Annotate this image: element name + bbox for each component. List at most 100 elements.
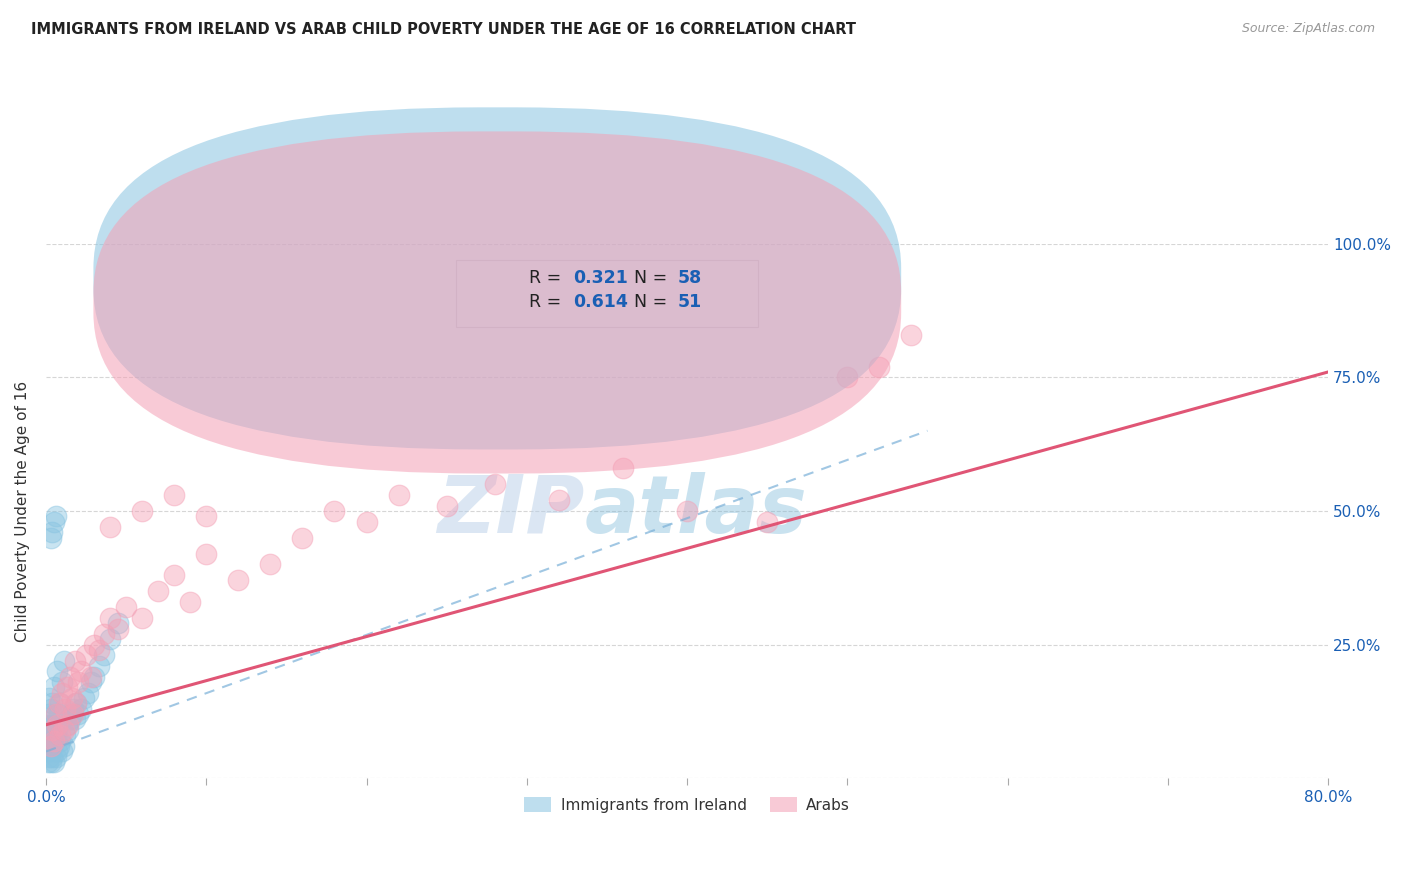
- Point: [41, 525, 63, 540]
- Point: [868, 359, 890, 374]
- Point: [66, 707, 89, 722]
- Point: [42, 733, 65, 747]
- Text: Source: ZipAtlas.com: Source: ZipAtlas.com: [1241, 22, 1375, 36]
- Point: [291, 531, 314, 545]
- Text: 0.321: 0.321: [572, 269, 628, 287]
- Point: [38, 691, 60, 706]
- Point: [63, 654, 86, 668]
- Point: [62, 702, 84, 716]
- Point: [80, 675, 103, 690]
- Point: [87, 659, 110, 673]
- Point: [59, 713, 82, 727]
- Point: [195, 509, 218, 524]
- Point: [39, 702, 62, 716]
- Point: [52, 739, 75, 753]
- Point: [37, 755, 59, 769]
- Point: [387, 488, 409, 502]
- Point: [107, 622, 129, 636]
- Point: [48, 739, 70, 753]
- Point: [83, 638, 105, 652]
- Point: [48, 707, 70, 722]
- Point: [65, 697, 87, 711]
- Legend: Immigrants from Ireland, Arabs: Immigrants from Ireland, Arabs: [517, 791, 856, 819]
- Point: [46, 744, 69, 758]
- Point: [45, 707, 67, 722]
- Point: [837, 370, 859, 384]
- Point: [41, 723, 63, 738]
- Point: [45, 509, 67, 524]
- Point: [42, 515, 65, 529]
- Point: [45, 749, 67, 764]
- Point: [42, 733, 65, 747]
- Point: [131, 504, 153, 518]
- Point: [39, 531, 62, 545]
- Point: [39, 718, 62, 732]
- Point: [356, 515, 378, 529]
- Point: [76, 686, 98, 700]
- Point: [107, 616, 129, 631]
- Point: [131, 611, 153, 625]
- Point: [39, 744, 62, 758]
- Point: [75, 648, 97, 663]
- Point: [676, 504, 699, 518]
- Point: [163, 568, 186, 582]
- Point: [60, 691, 83, 706]
- Point: [93, 648, 115, 663]
- Point: [38, 707, 60, 722]
- Point: [900, 327, 922, 342]
- Point: [70, 665, 93, 679]
- Point: [42, 718, 65, 732]
- Point: [56, 681, 79, 695]
- Point: [436, 499, 458, 513]
- Point: [163, 488, 186, 502]
- Point: [63, 713, 86, 727]
- Point: [41, 739, 63, 753]
- Point: [195, 547, 218, 561]
- Point: [612, 461, 634, 475]
- Text: 0.614: 0.614: [572, 293, 628, 311]
- Point: [59, 670, 82, 684]
- Point: [58, 718, 80, 732]
- Text: ZIP: ZIP: [437, 472, 585, 550]
- Point: [179, 595, 201, 609]
- Text: N =: N =: [634, 293, 673, 311]
- Point: [37, 744, 59, 758]
- Point: [73, 691, 96, 706]
- Point: [65, 697, 87, 711]
- Point: [547, 493, 569, 508]
- Point: [37, 718, 59, 732]
- Point: [41, 723, 63, 738]
- Point: [49, 729, 72, 743]
- Text: R =: R =: [529, 293, 567, 311]
- Point: [53, 729, 76, 743]
- Point: [93, 627, 115, 641]
- Point: [87, 643, 110, 657]
- Point: [60, 707, 83, 722]
- Point: [56, 718, 79, 732]
- Text: IMMIGRANTS FROM IRELAND VS ARAB CHILD POVERTY UNDER THE AGE OF 16 CORRELATION CH: IMMIGRANTS FROM IRELAND VS ARAB CHILD PO…: [31, 22, 856, 37]
- Point: [41, 697, 63, 711]
- Point: [484, 477, 506, 491]
- Point: [66, 675, 89, 690]
- Point: [98, 520, 121, 534]
- Point: [45, 729, 67, 743]
- Point: [83, 670, 105, 684]
- Point: [52, 723, 75, 738]
- Point: [39, 755, 62, 769]
- Point: [42, 755, 65, 769]
- Point: [51, 744, 73, 758]
- FancyBboxPatch shape: [457, 260, 758, 326]
- Point: [48, 697, 70, 711]
- Point: [52, 654, 75, 668]
- Point: [42, 681, 65, 695]
- Point: [37, 733, 59, 747]
- Point: [80, 670, 103, 684]
- Point: [146, 584, 169, 599]
- Text: 51: 51: [678, 293, 703, 311]
- Point: [98, 611, 121, 625]
- FancyBboxPatch shape: [93, 131, 901, 474]
- Point: [323, 504, 346, 518]
- Point: [38, 729, 60, 743]
- Text: N =: N =: [634, 269, 673, 287]
- Point: [70, 702, 93, 716]
